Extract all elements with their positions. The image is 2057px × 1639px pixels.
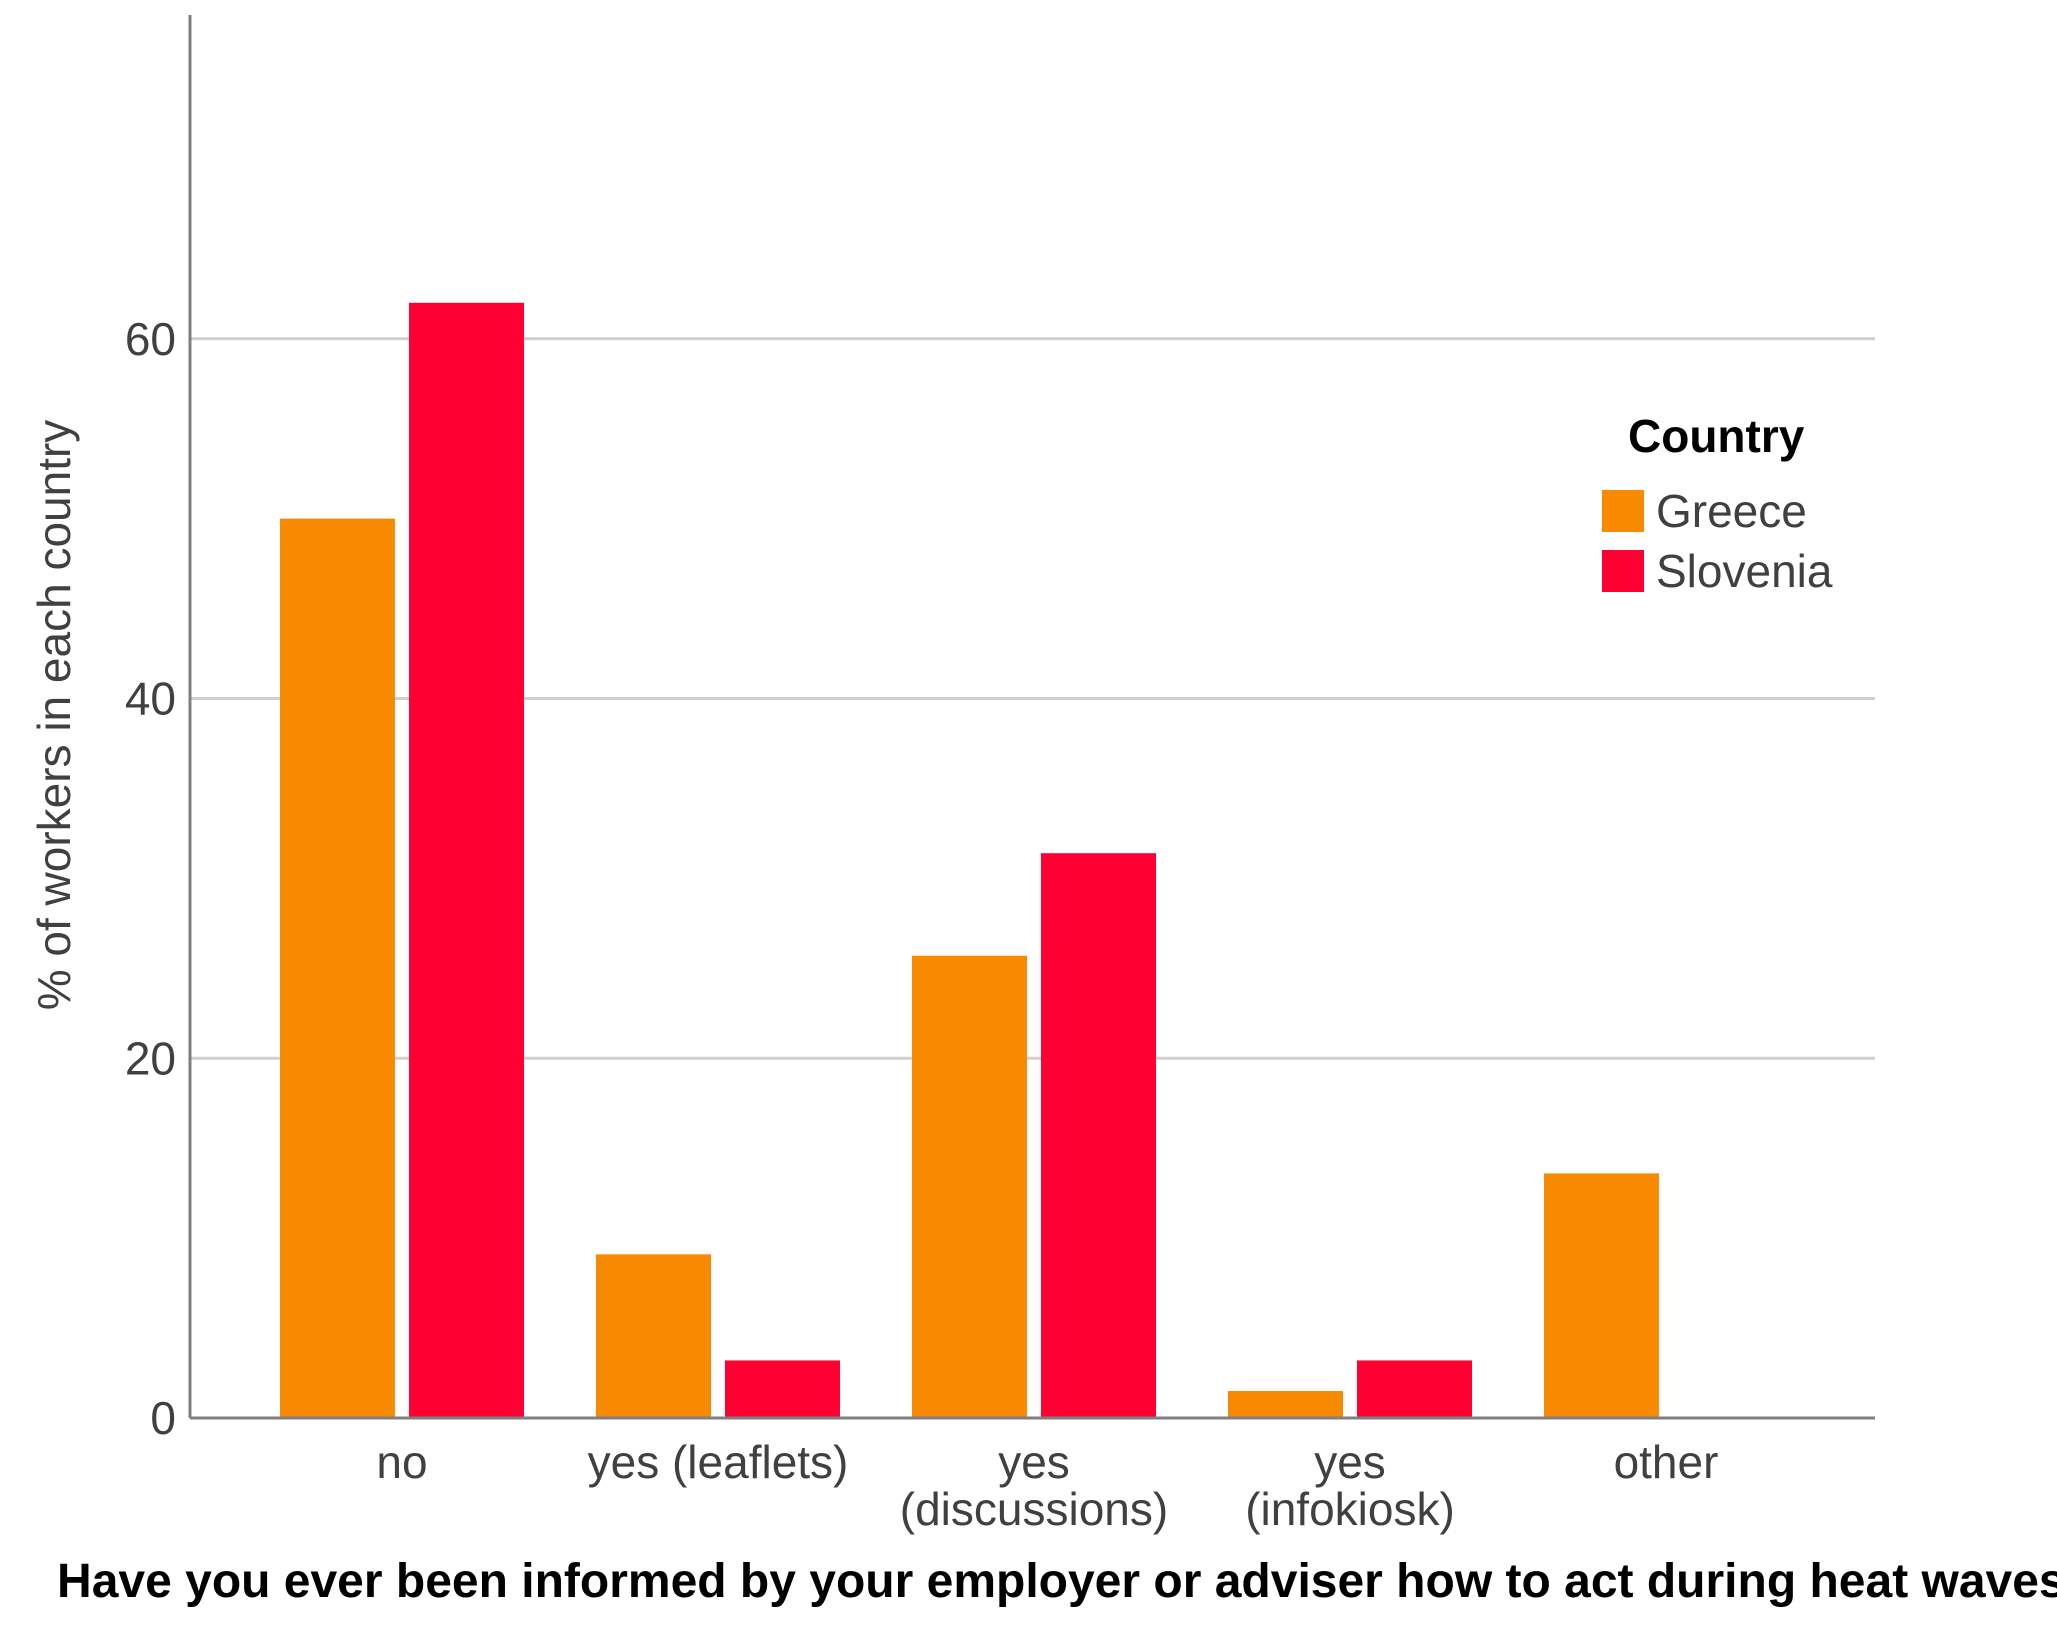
bar-greece-0 (280, 518, 395, 1418)
x-category-label: yes (leaflets) (588, 1436, 849, 1488)
bar-slovenia-2 (1041, 853, 1156, 1418)
bar-greece-4 (1544, 1173, 1659, 1418)
y-tick-label: 40 (125, 673, 176, 725)
legend-swatch-slovenia (1602, 550, 1644, 592)
bars (280, 302, 1659, 1418)
x-category-label: (discussions) (900, 1483, 1168, 1535)
y-tick-label: 20 (125, 1032, 176, 1084)
x-category-label: (infokiosk) (1245, 1483, 1455, 1535)
bar-greece-1 (596, 1254, 711, 1418)
legend-title: Country (1628, 410, 1805, 462)
x-axis-title: Have you ever been informed by your empl… (57, 1555, 2057, 1608)
x-category-label: yes (1314, 1436, 1386, 1488)
bar-greece-3 (1228, 1391, 1343, 1418)
y-tick-label: 60 (125, 313, 176, 365)
y-tick-labels: 0 20 40 60 (125, 313, 176, 1444)
bar-slovenia-0 (409, 302, 524, 1418)
bar-slovenia-3 (1357, 1360, 1472, 1418)
legend-swatch-greece (1602, 490, 1644, 532)
x-category-label: yes (998, 1436, 1070, 1488)
legend-label-slovenia: Slovenia (1656, 545, 1833, 597)
x-category-label: no (376, 1436, 427, 1488)
axes (188, 15, 1875, 1420)
bar-slovenia-1 (725, 1360, 840, 1418)
y-tick-label: 0 (150, 1392, 176, 1444)
legend: Country Greece Slovenia (1602, 410, 1833, 597)
y-axis-title: % of workers in each country (28, 420, 80, 1011)
legend-label-greece: Greece (1656, 485, 1807, 537)
x-category-labels: no yes (leaflets) yes(discussions)yes(info… (376, 1436, 1718, 1535)
bar-greece-2 (912, 955, 1027, 1418)
x-category-label: other (1614, 1436, 1719, 1488)
